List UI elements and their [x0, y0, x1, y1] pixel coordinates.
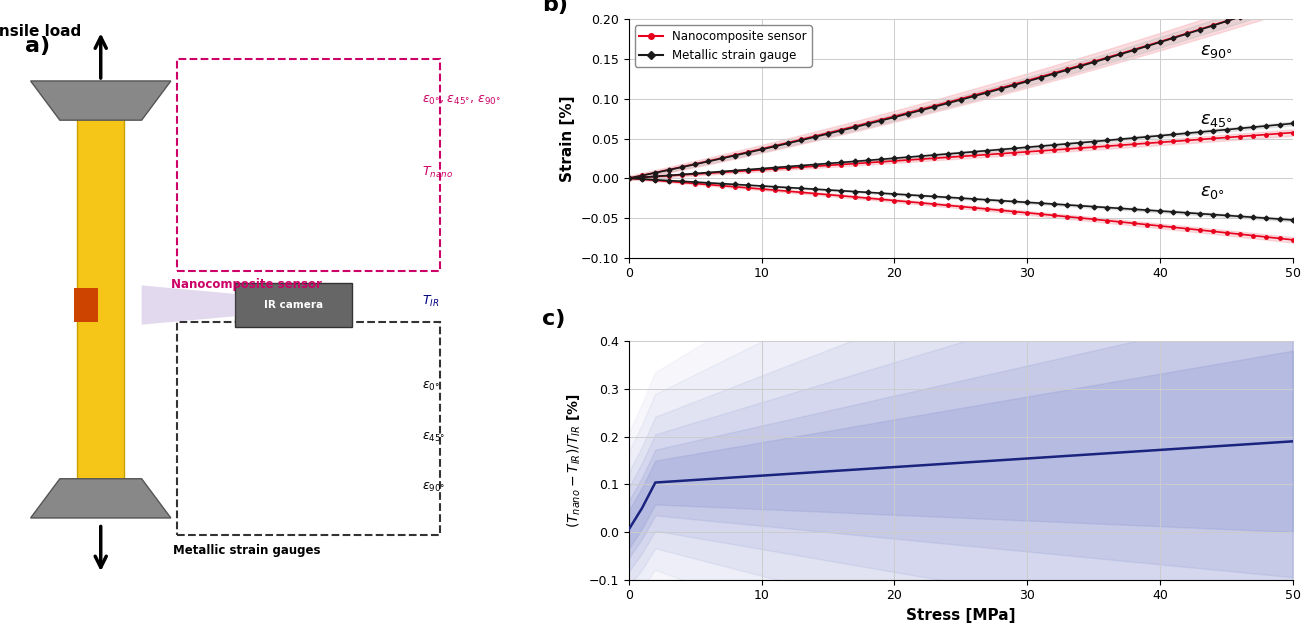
- X-axis label: Stress [MPa]: Stress [MPa]: [906, 608, 1016, 623]
- Y-axis label: $(T_{nano}-T_{IR})/T_{IR}$ [%]: $(T_{nano}-T_{IR})/T_{IR}$ [%]: [565, 393, 582, 528]
- Text: Metallic strain gauges: Metallic strain gauges: [174, 544, 320, 558]
- Bar: [74, 289, 98, 322]
- Text: $\varepsilon_{0°}$: $\varepsilon_{0°}$: [422, 380, 440, 393]
- Polygon shape: [141, 285, 235, 325]
- Polygon shape: [30, 81, 171, 120]
- Bar: [235, 283, 353, 327]
- Bar: [176, 322, 440, 535]
- Text: c): c): [542, 309, 565, 329]
- Bar: [77, 104, 124, 495]
- Text: $\varepsilon_{45°}$: $\varepsilon_{45°}$: [422, 431, 445, 444]
- Text: b): b): [542, 0, 568, 15]
- Text: $\varepsilon_{0°}$, $\varepsilon_{45°}$, $\varepsilon_{90°}$: $\varepsilon_{0°}$, $\varepsilon_{45°}$,…: [422, 95, 502, 108]
- Y-axis label: Strain [%]: Strain [%]: [560, 95, 575, 182]
- Text: IR camera: IR camera: [264, 300, 323, 310]
- Text: $\varepsilon_{90°}$: $\varepsilon_{90°}$: [1200, 42, 1233, 60]
- Text: Tensile load: Tensile load: [0, 24, 81, 39]
- Text: $T_{nano}$: $T_{nano}$: [422, 166, 453, 180]
- Text: $\varepsilon_{90°}$: $\varepsilon_{90°}$: [422, 481, 445, 494]
- Text: Nanocomposite sensor: Nanocomposite sensor: [171, 278, 323, 291]
- Polygon shape: [30, 478, 171, 518]
- Bar: [176, 59, 440, 272]
- Text: $\varepsilon_{45°}$: $\varepsilon_{45°}$: [1200, 111, 1233, 129]
- Text: a): a): [25, 36, 50, 56]
- Legend: Nanocomposite sensor, Metallic strain gauge: Nanocomposite sensor, Metallic strain ga…: [635, 25, 812, 66]
- Text: $\varepsilon_{0°}$: $\varepsilon_{0°}$: [1200, 183, 1225, 201]
- Text: $T_{IR}$: $T_{IR}$: [422, 294, 440, 309]
